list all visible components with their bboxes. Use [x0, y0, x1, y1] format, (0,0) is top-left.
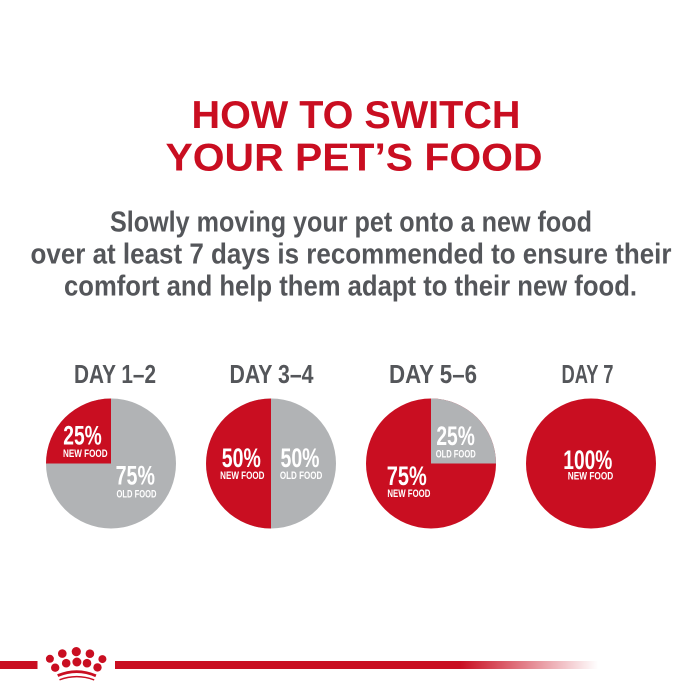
svg-text:OLD FOOD: OLD FOOD	[117, 489, 157, 501]
svg-text:OLD FOOD: OLD FOOD	[280, 470, 323, 482]
svg-text:NEW FOOD: NEW FOOD	[220, 470, 264, 482]
svg-text:over at least 7 days is recomm: over at least 7 days is recommended to e…	[31, 238, 672, 270]
svg-text:DAY 7: DAY 7	[562, 359, 614, 389]
svg-text:DAY 5–6: DAY 5–6	[389, 359, 477, 389]
svg-text:50%: 50%	[281, 442, 320, 473]
svg-text:OLD FOOD: OLD FOOD	[436, 448, 476, 460]
svg-text:25%: 25%	[63, 420, 102, 451]
svg-text:75%: 75%	[116, 460, 155, 491]
svg-text:NEW FOOD: NEW FOOD	[568, 471, 614, 483]
svg-text:50%: 50%	[222, 442, 261, 473]
svg-text:HOW TO SWITCH: HOW TO SWITCH	[192, 94, 521, 137]
svg-text:YOUR PET’S FOOD: YOUR PET’S FOOD	[166, 136, 543, 179]
svg-text:NEW FOOD: NEW FOOD	[387, 488, 430, 500]
svg-text:DAY 3–4: DAY 3–4	[230, 359, 314, 389]
svg-text:Slowly moving your pet onto a: Slowly moving your pet onto a new food	[110, 206, 592, 238]
svg-text:75%: 75%	[387, 460, 427, 491]
svg-text:DAY 1–2: DAY 1–2	[74, 359, 156, 389]
svg-text:NEW FOOD: NEW FOOD	[63, 448, 108, 460]
svg-text:comfort and help them adapt to: comfort and help them adapt to their new…	[64, 270, 637, 302]
svg-text:100%: 100%	[563, 444, 612, 475]
svg-text:25%: 25%	[436, 420, 475, 451]
